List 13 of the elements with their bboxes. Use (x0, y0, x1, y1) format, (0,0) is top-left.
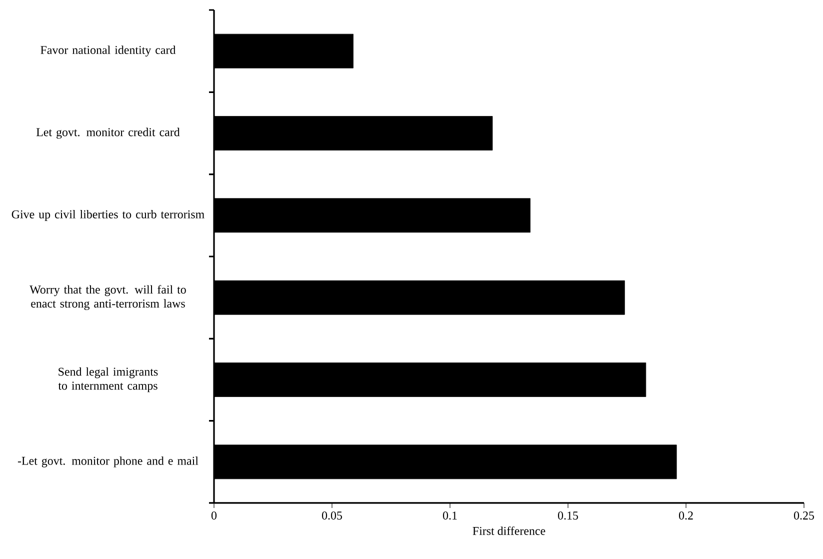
x-tick-label: 0.25 (794, 512, 814, 520)
y-tick-label: Favor national identity card (40, 46, 176, 57)
y-tick-label: Let govt. monitor credit card (36, 128, 180, 139)
y-tick-label: Send legal imigrants to internment camps (58, 367, 158, 392)
x-tick-label: 0 (211, 512, 217, 520)
y-tick-label: Give up civil liberties to curb terrorism (12, 210, 204, 221)
x-tick-label: 0.05 (322, 512, 342, 520)
x-axis-title: First difference (472, 526, 546, 535)
y-tick-label: -Let govt. monitor phone and e mail (18, 456, 198, 468)
x-tick-label: 0.2 (678, 512, 693, 520)
x-tick-label: 0.15 (558, 512, 578, 520)
x-tick-label: 0.1 (442, 512, 457, 520)
y-tick-label: Worry that the govt. will fail to enact strong anti-terrorism laws (30, 285, 186, 310)
